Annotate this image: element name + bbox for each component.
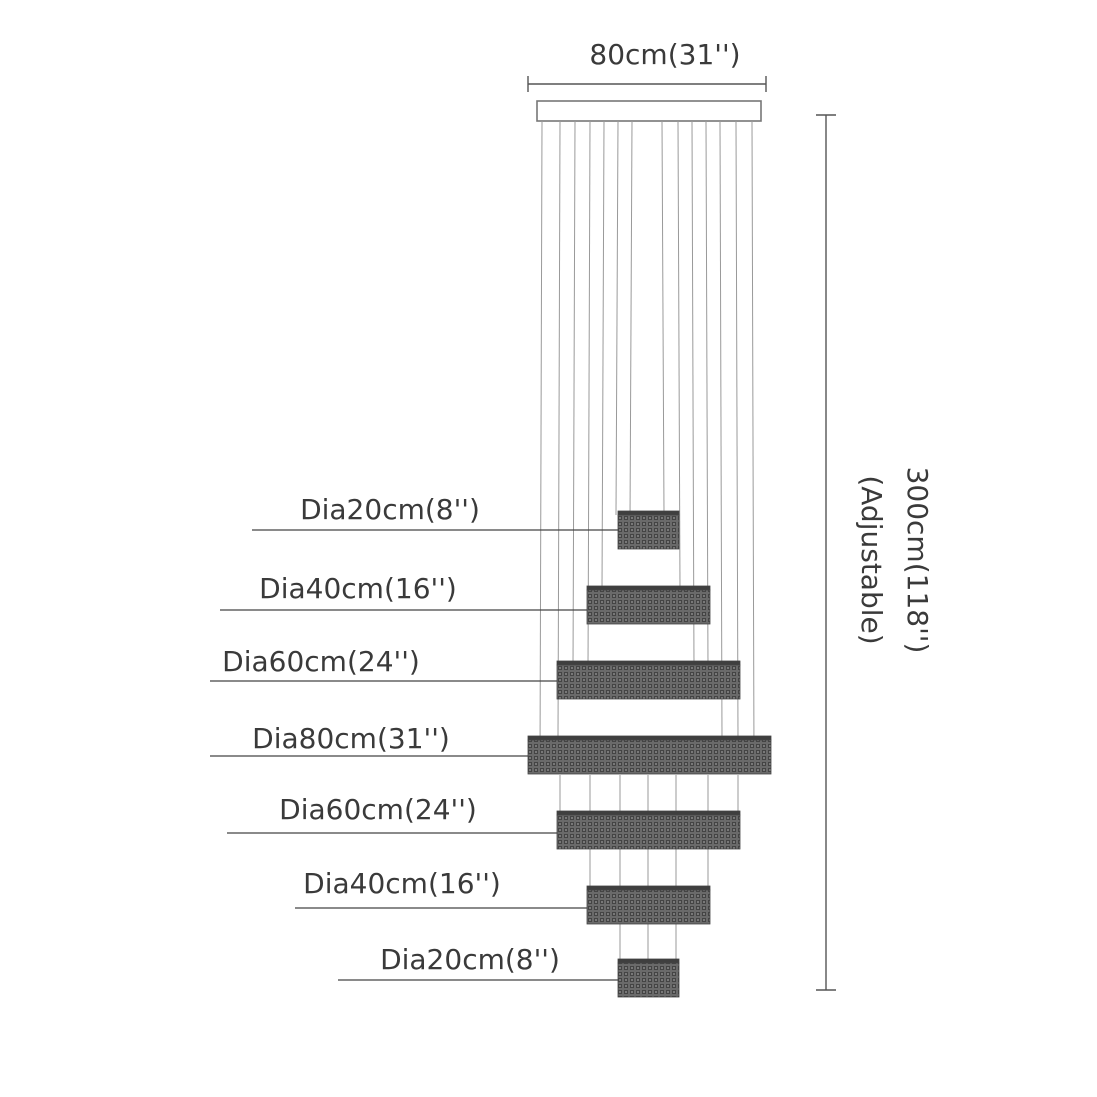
tier-diameter-label: Dia40cm(16'') [259, 572, 457, 605]
suspension-wire [615, 120, 619, 516]
suspension-wire [719, 120, 723, 741]
crystal-ring [586, 589, 711, 625]
ceiling-canopy [536, 100, 762, 122]
tier-labels: Dia20cm(8'') Dia40cm(16'') Dia60cm(24'') Di… [210, 493, 618, 981]
canopy-width-dimension: 80cm(31'') [527, 38, 767, 92]
suspension-wire [539, 120, 543, 761]
crystal-ring [556, 664, 741, 700]
tier-diameter-label: Dia40cm(16'') [303, 867, 501, 900]
crystal-ring [527, 739, 772, 775]
height-note: (Adjustable) [855, 475, 888, 644]
crystal-tiers [527, 510, 772, 998]
suspension-wire [661, 120, 665, 516]
crystal-ring-top [556, 660, 741, 666]
crystal-ring [617, 514, 680, 550]
suspension-wire [587, 120, 591, 671]
suspension-wire [629, 120, 633, 521]
suspension-wires [539, 120, 755, 960]
crystal-ring [617, 962, 680, 998]
suspension-wire [677, 120, 681, 591]
crystal-ring-top [617, 510, 680, 516]
suspension-wire [557, 120, 561, 741]
crystal-ring-top [586, 585, 711, 591]
crystal-ring-top [586, 885, 711, 891]
suspension-wire [572, 120, 576, 671]
suspension-wire [601, 120, 605, 591]
crystal-ring-top [527, 735, 772, 741]
crystal-ring [586, 889, 711, 925]
height-label: 300cm(118'') [901, 467, 934, 654]
crystal-ring-top [617, 958, 680, 964]
tier-diameter-label: Dia60cm(24'') [279, 793, 477, 826]
tier-diameter-label: Dia20cm(8'') [300, 493, 480, 526]
suspension-wire [705, 120, 709, 671]
crystal-ring [556, 814, 741, 850]
tier-diameter-label: Dia20cm(8'') [380, 943, 560, 976]
tier-diameter-label: Dia80cm(31'') [252, 722, 450, 755]
tier-diameter-label: Dia60cm(24'') [222, 645, 420, 678]
suspension-wire [751, 120, 755, 761]
suspension-wire [735, 120, 739, 741]
canopy-width-label: 80cm(31'') [589, 38, 740, 71]
crystal-ring-top [556, 810, 741, 816]
suspension-wire [691, 120, 695, 671]
height-dimension: 300cm(118'') (Adjustable) [816, 114, 934, 991]
